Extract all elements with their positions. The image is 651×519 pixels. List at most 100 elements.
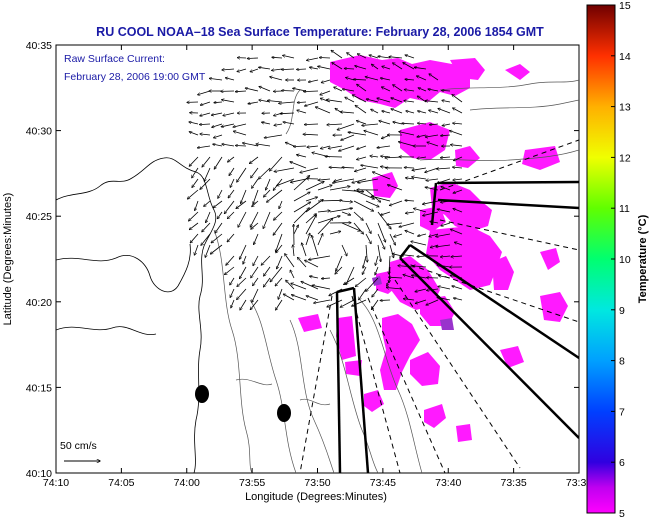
current-vector (377, 222, 386, 242)
current-vector (392, 254, 403, 257)
current-vector (325, 157, 343, 158)
current-vector (240, 244, 247, 259)
current-vector (404, 90, 415, 92)
current-vector (189, 222, 199, 230)
current-vector (405, 231, 415, 235)
current-vector (371, 109, 379, 114)
current-vector (214, 156, 223, 169)
current-vector (237, 68, 247, 72)
current-vector (370, 156, 379, 157)
current-vector (329, 231, 341, 235)
current-vector (200, 112, 211, 116)
x-tick-label: 73:40 (435, 477, 461, 489)
current-vector (225, 266, 235, 275)
current-vector (453, 167, 463, 168)
y-axis-label: Latitude (Degrees:Minutes) (2, 193, 14, 326)
current-vector (357, 156, 367, 160)
current-vector (387, 222, 403, 225)
current-vector (442, 124, 451, 126)
current-vector (451, 256, 463, 257)
current-vector (382, 87, 391, 92)
current-vector (356, 121, 367, 125)
current-vector (382, 111, 391, 114)
current-vector (334, 87, 343, 92)
current-vector (305, 101, 319, 106)
current-vector (266, 178, 271, 190)
current-vector (222, 69, 235, 70)
current-vector (204, 167, 211, 181)
current-vector (437, 265, 451, 268)
current-vector (297, 69, 307, 70)
current-vector (222, 144, 235, 147)
current-vector (388, 185, 403, 191)
current-vector (352, 299, 367, 306)
current-vector (453, 209, 463, 213)
current-vector (365, 222, 371, 233)
current-vector (377, 233, 385, 249)
current-vector (293, 202, 311, 213)
current-vector (259, 167, 271, 179)
x-tick-label: 74:05 (108, 477, 134, 489)
current-vector (423, 211, 439, 216)
current-vector (453, 179, 463, 180)
current-vector (417, 256, 427, 257)
current-vector (250, 299, 259, 310)
current-vector (272, 69, 283, 70)
current-vector (329, 167, 343, 168)
current-vector (290, 270, 295, 279)
temperature-colorbar: 15 14 13 12 11 10 9 8 7 6 5 Temperature (°C) (586, 0, 649, 519)
current-vector (276, 244, 283, 253)
current-vector (340, 112, 355, 113)
current-vector (372, 64, 379, 70)
current-vector (304, 124, 319, 125)
current-vector (357, 84, 367, 92)
current-vector (336, 255, 343, 271)
current-vector (362, 123, 379, 126)
y-tick-label: 40:30 (26, 126, 52, 138)
current-vector (417, 96, 427, 103)
current-vector (366, 277, 379, 291)
current-vector (321, 79, 331, 83)
current-vector (365, 200, 379, 207)
current-vector (418, 88, 427, 92)
current-vector (341, 244, 347, 256)
current-vector (442, 100, 451, 102)
current-vector (253, 255, 259, 266)
current-vector (344, 68, 355, 69)
current-vector (274, 211, 283, 220)
current-vector (305, 233, 310, 246)
current-vector (452, 286, 463, 290)
current-vector (418, 111, 427, 114)
colorbar-label: Temperature (°C) (637, 214, 649, 303)
current-vector (454, 298, 463, 301)
current-vector (274, 167, 295, 172)
current-vector (439, 276, 451, 279)
current-vector (429, 74, 439, 81)
current-vector (382, 66, 391, 70)
x-tick-label: 73:45 (370, 477, 396, 489)
current-vector (451, 145, 463, 146)
current-vector (328, 145, 343, 149)
current-vector (327, 100, 343, 103)
current-vector (306, 296, 319, 301)
current-vector (263, 211, 271, 228)
current-vector (427, 289, 439, 290)
current-vector (399, 132, 415, 136)
current-vector (405, 79, 415, 80)
current-vector (399, 142, 415, 147)
x-axis-label: Longitude (Degrees:Minutes) (245, 491, 387, 503)
current-vector (378, 56, 391, 59)
current-vector (321, 145, 331, 149)
current-vector (371, 299, 379, 310)
current-vector (291, 178, 307, 182)
current-vector (197, 145, 211, 148)
current-vector (195, 200, 199, 211)
sst-cool-spots (372, 276, 454, 330)
current-vector (314, 299, 331, 303)
current-vector (415, 288, 427, 292)
current-vector (391, 98, 403, 103)
current-vector (430, 124, 439, 125)
current-vector (276, 233, 283, 252)
current-vector (355, 167, 367, 171)
current-vector (241, 189, 247, 203)
